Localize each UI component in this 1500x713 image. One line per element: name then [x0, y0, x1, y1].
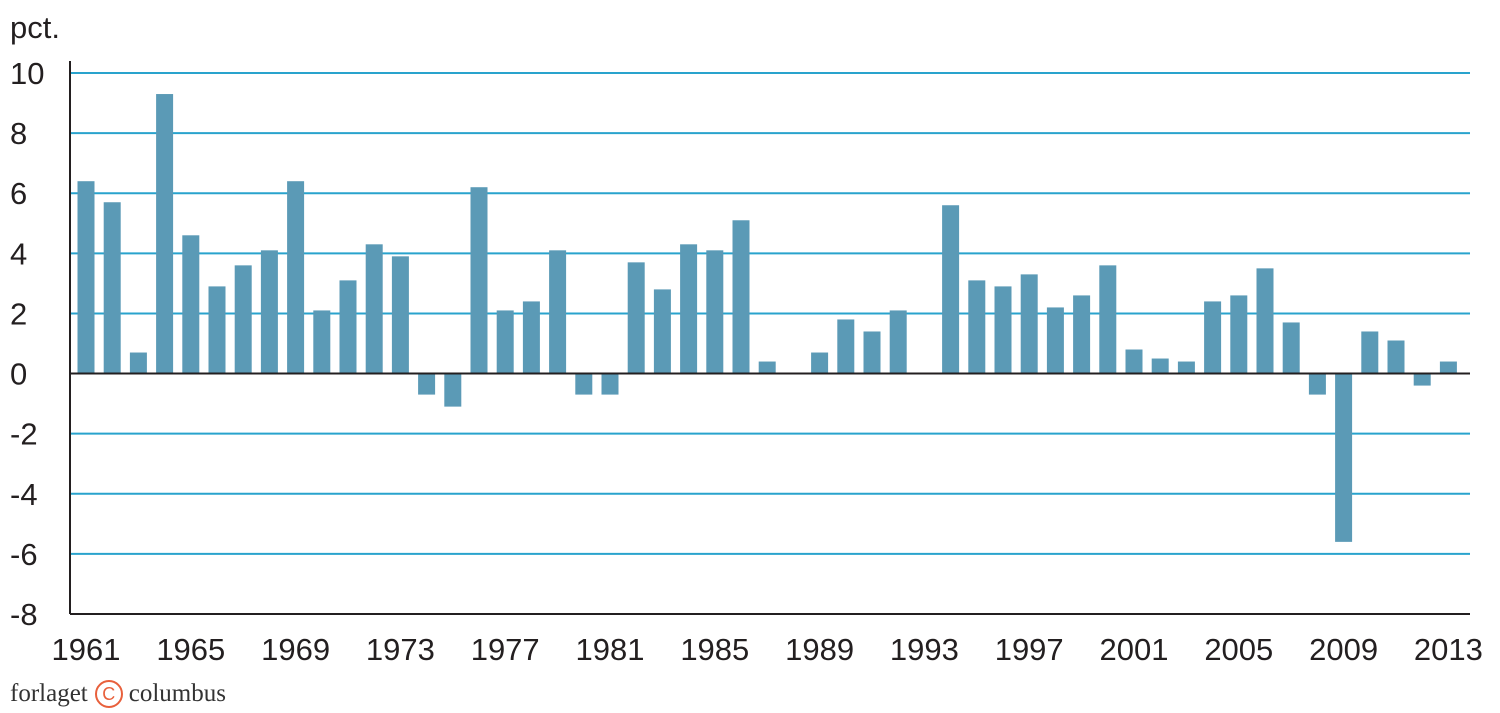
- x-tick-label: 1997: [995, 632, 1064, 667]
- y-tick-labels: 10 8 6 4 2 0 -2 -4 -6 -8: [10, 56, 44, 632]
- copyright-circle-icon: C: [94, 680, 123, 708]
- y-tick-label: -4: [10, 477, 38, 512]
- bar: [1204, 301, 1222, 374]
- x-tick-label: 1985: [680, 632, 749, 667]
- bar: [968, 280, 986, 374]
- bar: [1387, 340, 1405, 374]
- x-tick-label: 1981: [576, 632, 645, 667]
- x-tick-label: 2009: [1309, 632, 1378, 667]
- x-tick-label: 1989: [785, 632, 854, 667]
- x-tick-label: 1977: [471, 632, 540, 667]
- bar: [287, 181, 305, 374]
- bar: [1230, 295, 1248, 374]
- bar: [1177, 361, 1195, 374]
- bar: [129, 352, 147, 374]
- bar: [1439, 361, 1457, 374]
- x-tick-label: 1961: [52, 632, 121, 667]
- bar: [1282, 322, 1300, 374]
- bar: [103, 202, 121, 374]
- y-tick-label: -8: [10, 597, 38, 632]
- bar: [706, 250, 724, 374]
- bar: [1073, 295, 1091, 374]
- bar: [365, 244, 383, 374]
- bar: [680, 244, 698, 374]
- bar: [601, 373, 619, 395]
- bar: [313, 310, 331, 374]
- x-tick-labels: 1961 1965 1969 1973 1977 1981 1985 1989 1993 1997…: [52, 632, 1483, 667]
- bar: [1151, 358, 1169, 374]
- bar: [994, 286, 1012, 374]
- bar: [77, 181, 95, 374]
- bars: [77, 94, 1457, 542]
- x-tick-label: 1965: [156, 632, 225, 667]
- bar: [260, 250, 278, 374]
- bar: [1256, 268, 1274, 374]
- bar: [156, 94, 174, 374]
- bar: [732, 220, 750, 374]
- x-tick-label: 1973: [366, 632, 435, 667]
- bar: [942, 205, 960, 374]
- bar: [182, 235, 200, 374]
- bar: [444, 373, 462, 407]
- bar: [234, 265, 252, 374]
- bar: [575, 373, 593, 395]
- bar: [758, 361, 776, 374]
- bar: [522, 301, 540, 374]
- x-tick-label: 2001: [1100, 632, 1169, 667]
- bar: [339, 280, 357, 374]
- bar: [1335, 373, 1353, 542]
- bar: [1361, 331, 1379, 374]
- bar: [1046, 307, 1064, 374]
- publisher-logo: forlaget C columbus: [10, 678, 226, 710]
- bar: [837, 319, 855, 374]
- bar: [549, 250, 567, 374]
- bar: [470, 187, 488, 374]
- bar: [496, 310, 514, 374]
- bar: [1099, 265, 1117, 374]
- y-tick-label: 6: [10, 176, 27, 211]
- brand-right-text: columbus: [128, 680, 226, 707]
- bar: [627, 262, 645, 374]
- y-tick-label: -6: [10, 537, 38, 572]
- bar: [1413, 373, 1431, 386]
- brand-left-text: forlaget: [10, 680, 88, 707]
- bar: [863, 331, 881, 374]
- y-tick-label: 0: [10, 357, 27, 392]
- bar: [391, 256, 409, 374]
- bar: [1020, 274, 1038, 374]
- y-tick-label: 8: [10, 116, 27, 151]
- x-tick-label: 2005: [1204, 632, 1273, 667]
- x-tick-label: 2013: [1414, 632, 1483, 667]
- y-tick-label: 2: [10, 296, 27, 331]
- x-tick-label: 1969: [261, 632, 330, 667]
- bar: [811, 352, 829, 374]
- bar: [1125, 349, 1143, 374]
- x-tick-label: 1993: [890, 632, 959, 667]
- y-tick-label: -2: [10, 417, 38, 452]
- axes: [69, 61, 1470, 615]
- bar: [653, 289, 671, 374]
- bar: [889, 310, 907, 374]
- bar: [418, 373, 436, 395]
- y-axis-label: pct.: [10, 10, 60, 45]
- y-tick-label: 4: [10, 236, 27, 271]
- bar: [1308, 373, 1326, 395]
- y-tick-label: 10: [10, 56, 44, 91]
- bar: [208, 286, 226, 374]
